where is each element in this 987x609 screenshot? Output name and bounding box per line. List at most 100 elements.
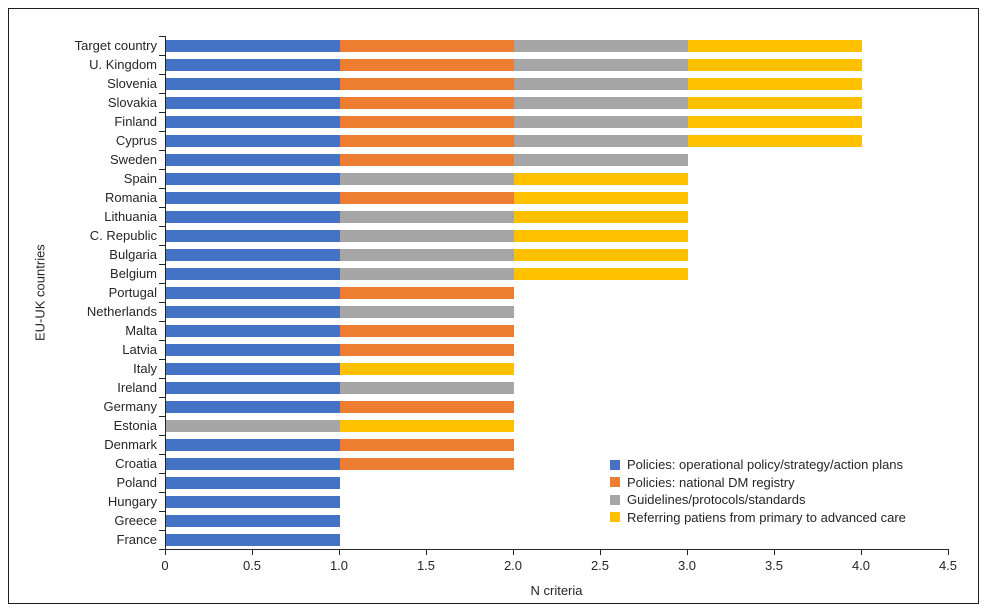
bar-segment (340, 286, 514, 299)
bar-segment (166, 267, 340, 280)
bar-row (166, 207, 949, 226)
bar-segment (340, 305, 514, 318)
bar-segment (166, 476, 340, 489)
legend-label: Policies: national DM registry (627, 474, 795, 490)
bar-segment (340, 153, 514, 166)
bar-row (166, 397, 949, 416)
category-label: Malta (125, 323, 157, 338)
category-label: Estonia (113, 418, 157, 433)
y-axis-tick (159, 530, 165, 531)
x-axis-tick (774, 550, 775, 555)
y-axis-tick (159, 207, 165, 208)
y-axis-tick (159, 359, 165, 360)
category-label: U. Kingdom (89, 57, 157, 72)
x-axis-tick-label: 2.5 (590, 558, 610, 573)
category-label: France (116, 532, 157, 547)
x-axis-tick (513, 550, 514, 555)
bar-segment (688, 39, 862, 52)
bar-segment (340, 115, 514, 128)
bar-row (166, 492, 949, 511)
bar-segment (340, 267, 514, 280)
category-label: Spain (123, 171, 157, 186)
bar-segment (688, 96, 862, 109)
bar-row (166, 511, 949, 530)
category-label: Slovenia (107, 76, 157, 91)
bar-segment (514, 229, 688, 242)
bar-segment (340, 381, 514, 394)
bar-row (166, 131, 949, 150)
x-axis-tick-label: 1.5 (416, 558, 436, 573)
y-axis-tick (159, 93, 165, 94)
bar-segment (688, 58, 862, 71)
y-axis-tick (159, 283, 165, 284)
y-axis-tick (159, 511, 165, 512)
category-label: Romania (104, 190, 157, 205)
bar-segment (514, 248, 688, 261)
y-axis-tick (159, 321, 165, 322)
bar-segment (166, 210, 340, 223)
bar-segment (514, 96, 688, 109)
bar-row (166, 378, 949, 397)
bar-segment (166, 134, 340, 147)
x-axis-title: N criteria (530, 583, 583, 598)
bar-segment (514, 191, 688, 204)
bar-row (166, 112, 949, 131)
bar-segment (166, 324, 340, 337)
category-label: Poland (116, 475, 157, 490)
bar-segment (166, 229, 340, 242)
bar-segment (166, 248, 340, 261)
bar-segment (514, 58, 688, 71)
bar-row (166, 93, 949, 112)
category-label: C. Republic (89, 228, 157, 243)
x-axis-tick-label: 3.0 (677, 558, 697, 573)
bar-row (166, 454, 949, 473)
category-label: Belgium (110, 266, 157, 281)
x-axis-tick-label: 4.5 (938, 558, 958, 573)
category-label: Denmark (104, 437, 157, 452)
bar-row (166, 36, 949, 55)
y-axis-tick (159, 473, 165, 474)
bar-segment (166, 381, 340, 394)
y-axis-tick (159, 454, 165, 455)
bar-row (166, 340, 949, 359)
category-label: Germany (103, 399, 157, 414)
bar-segment (514, 172, 688, 185)
bar-row (166, 473, 949, 492)
bar-row (166, 302, 949, 321)
x-axis-tick (426, 550, 427, 555)
bar-segment (166, 400, 340, 413)
legend-swatch (610, 512, 620, 523)
legend-swatch (610, 477, 620, 488)
category-label: Lithuania (104, 209, 157, 224)
y-axis-tick (159, 416, 165, 417)
bar-segment (688, 115, 862, 128)
category-label: Target country (74, 38, 157, 53)
bar-segment (514, 39, 688, 52)
bar-row (166, 264, 949, 283)
legend: Policies: operational policy/strategy/ac… (610, 456, 906, 526)
y-axis-tick (159, 492, 165, 493)
legend-label: Policies: operational policy/strategy/ac… (627, 457, 904, 473)
category-label: Bulgaria (109, 247, 157, 262)
bar-segment (688, 77, 862, 90)
y-axis-tick (159, 74, 165, 75)
legend-swatch (610, 459, 620, 470)
bar-segment (166, 514, 340, 527)
y-axis-tick (159, 264, 165, 265)
category-label: Portugal (108, 285, 157, 300)
bar-segment (166, 362, 340, 375)
bar-segment (514, 153, 688, 166)
x-axis-tick (165, 550, 166, 555)
category-label: Croatia (115, 456, 157, 471)
bar-segment (340, 343, 514, 356)
x-axis-tick (252, 550, 253, 555)
bar-row (166, 188, 949, 207)
y-axis-tick (159, 150, 165, 151)
x-axis-tick (861, 550, 862, 555)
bar-segment (514, 115, 688, 128)
y-axis-tick (159, 378, 165, 379)
category-label: Latvia (122, 342, 157, 357)
x-axis-tick-label: 3.5 (764, 558, 784, 573)
legend-label: Guidelines/protocols/standards (627, 492, 806, 508)
y-axis-tick (159, 226, 165, 227)
